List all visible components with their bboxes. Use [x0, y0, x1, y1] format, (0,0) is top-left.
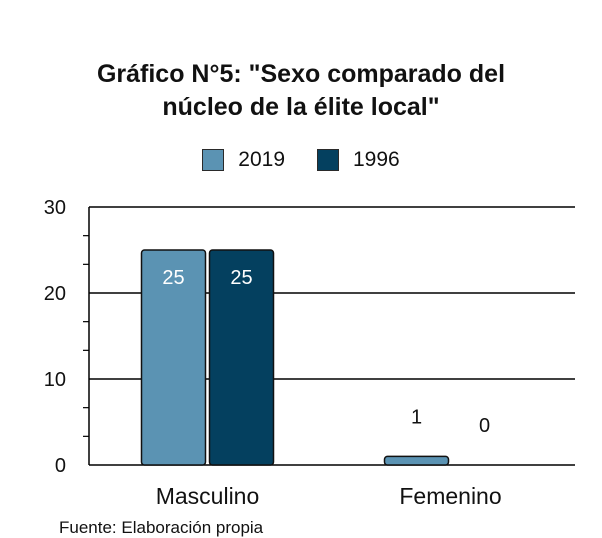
legend-label-2019: 2019 — [238, 148, 285, 171]
chart-title-line-1: Gráfico N°5: "Sexo comparado del — [96, 60, 506, 88]
legend-swatch-2019 — [202, 149, 225, 171]
data-label-masculino-2019: 25 — [162, 267, 184, 289]
legend-label-1996: 1996 — [353, 148, 400, 171]
legend-swatch-1996 — [317, 149, 339, 171]
legend-item-1996: 1996 — [317, 148, 400, 172]
bar-masculino-2019 — [140, 249, 207, 466]
chart-legend: 2019 1996 — [0, 148, 602, 172]
source-note: Fuente: Elaboración propia — [59, 518, 264, 537]
data-label-femenino-1996: 0 — [479, 415, 490, 437]
x-category-label-0: Masculino — [156, 483, 260, 509]
y-tick-label-2: 20 — [44, 283, 66, 305]
y-tick-label-3: 30 — [44, 197, 66, 219]
data-label-femenino-2019: 1 — [411, 406, 422, 428]
bar-masculino-1996 — [208, 249, 275, 466]
bar-femenino-2019 — [383, 455, 450, 466]
chart-title-line-2: núcleo de la élite local" — [162, 93, 440, 121]
legend-item-2019: 2019 — [202, 148, 285, 172]
data-label-masculino-1996: 25 — [230, 267, 252, 289]
x-category-label-1: Femenino — [399, 483, 501, 509]
y-tick-label-1: 10 — [44, 369, 66, 391]
y-tick-label-0: 0 — [55, 455, 66, 477]
chart-title: Gráfico N°5: "Sexo comparado del núcleo … — [0, 58, 602, 124]
